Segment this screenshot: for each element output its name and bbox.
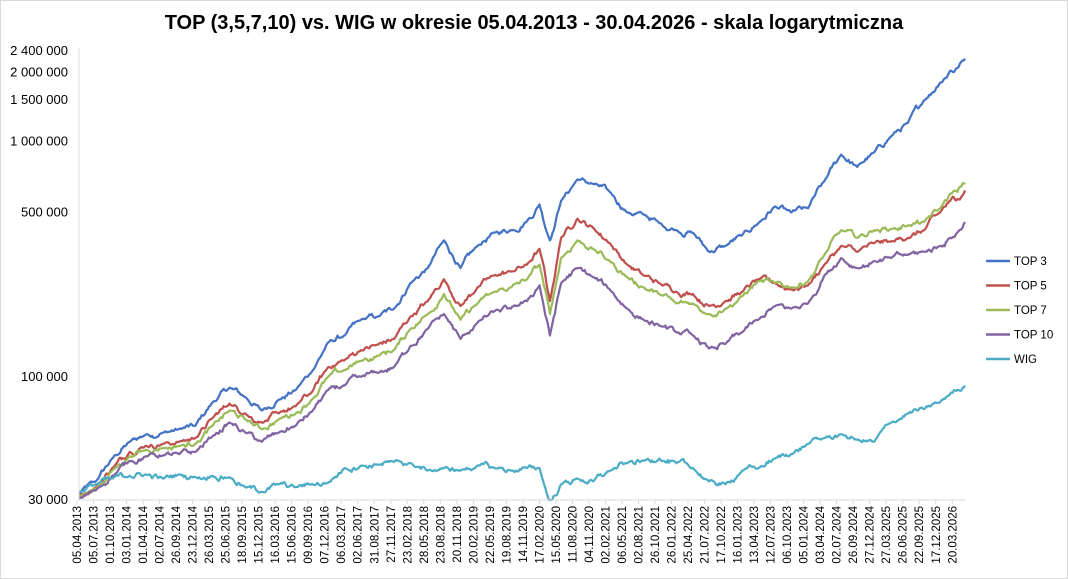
- legend-label: TOP 3: [1014, 256, 1047, 268]
- chart-title: TOP (3,5,7,10) vs. WIG w okresie 05.04.2…: [164, 12, 904, 34]
- x-tick-label: 19.08.2019: [501, 506, 513, 564]
- x-tick-label: 02.07.2024: [832, 505, 844, 563]
- x-tick-label: 05.04.2013: [72, 506, 84, 564]
- y-tick-label: 2 000 000: [10, 65, 68, 80]
- x-tick-label: 18.09.2015: [237, 506, 249, 564]
- x-tick-label: 26.03.2015: [204, 506, 216, 564]
- x-axis-tick-labels: 05.04.2013 05.07.2013 01.10.2013 03.01.2014…: [72, 505, 959, 563]
- x-tick-label: 15.12.2015: [254, 506, 266, 564]
- y-tick-label: 500 000: [21, 204, 68, 219]
- x-tick-label: 04.11.2020: [584, 506, 596, 563]
- x-tick-label: 17.12.2025: [931, 506, 943, 564]
- series-line-top-10: [78, 221, 966, 500]
- x-tick-label: 25.04.2022: [683, 506, 695, 564]
- x-tick-label: 22.09.2025: [914, 506, 926, 564]
- y-tick-label: 30 000: [28, 492, 68, 507]
- x-tick-label: 23.12.2014: [188, 505, 200, 563]
- x-tick-label: 02.06.2017: [353, 506, 365, 564]
- x-tick-label: 02.07.2014: [155, 505, 167, 563]
- x-tick-label: 27.11.2017: [386, 506, 398, 563]
- x-tick-label: 16.03.2016: [270, 506, 282, 564]
- x-tick-label: 15.05.2020: [551, 506, 563, 564]
- x-tick-label: 09.09.2016: [303, 506, 315, 564]
- x-tick-label: 22.05.2019: [485, 506, 497, 564]
- x-tick-label: 14.11.2019: [518, 506, 530, 563]
- y-tick-label: 1 500 000: [10, 92, 68, 107]
- series-line-top-5: [78, 189, 967, 497]
- series-line-wig: [78, 384, 966, 502]
- x-tick-label: 06.10.2023: [782, 506, 794, 564]
- x-tick-label: 01.10.2013: [105, 506, 117, 564]
- x-tick-label: 05.01.2024: [799, 505, 811, 563]
- x-tick-label: 20.03.2026: [947, 506, 959, 564]
- series-line-top-3: [78, 57, 966, 495]
- x-tick-label: 03.04.2024: [815, 505, 827, 563]
- y-axis-tick-labels: 30 000 100 000 500 000 1 000 000 1 500 000 2 …: [10, 43, 68, 507]
- x-tick-label: 23.02.2018: [402, 506, 414, 564]
- axes: [76, 48, 965, 504]
- legend-label: TOP 5: [1014, 281, 1047, 293]
- x-tick-label: 17.02.2020: [534, 506, 546, 564]
- x-tick-label: 27.03.2025: [881, 506, 893, 564]
- x-tick-label: 06.05.2021: [617, 506, 629, 564]
- y-tick-label: 2 400 000: [10, 43, 68, 58]
- series-line-top-7: [78, 181, 966, 498]
- x-tick-label: 17.10.2022: [716, 506, 728, 564]
- legend-label: WIG: [1014, 354, 1037, 366]
- x-tick-label: 02.02.2021: [601, 506, 613, 564]
- x-tick-label: 16.01.2023: [733, 506, 745, 564]
- x-tick-label: 31.08.2017: [369, 506, 381, 564]
- x-tick-label: 26.09.2014: [171, 505, 183, 563]
- legend: TOP 3 TOP 5 TOP 7 TOP 10 WIG: [986, 256, 1053, 366]
- x-tick-label: 21.07.2022: [700, 506, 712, 564]
- x-tick-label: 15.06.2016: [287, 506, 299, 564]
- x-tick-label: 13.04.2023: [749, 506, 761, 564]
- x-tick-label: 01.04.2014: [138, 505, 150, 563]
- legend-label: TOP 7: [1014, 305, 1047, 317]
- x-tick-label: 23.08.2018: [435, 506, 447, 564]
- x-tick-label: 06.03.2017: [336, 506, 348, 564]
- x-tick-label: 26.01.2022: [667, 506, 679, 564]
- x-tick-label: 26.10.2021: [650, 506, 662, 564]
- y-tick-label: 100 000: [21, 369, 68, 384]
- series-lines: [78, 57, 967, 502]
- x-tick-label: 11.08.2020: [567, 506, 579, 563]
- x-tick-label: 03.01.2014: [122, 505, 134, 563]
- x-tick-label: 26.09.2024: [848, 505, 860, 563]
- x-tick-label: 07.12.2016: [320, 506, 332, 564]
- x-tick-label: 20.02.2019: [468, 506, 480, 564]
- x-tick-label: 25.06.2015: [221, 506, 233, 564]
- x-tick-label: 27.12.2024: [865, 505, 877, 563]
- x-tick-label: 02.08.2021: [634, 506, 646, 564]
- x-tick-label: 12.07.2023: [766, 506, 778, 564]
- y-tick-label: 1 000 000: [10, 134, 68, 149]
- x-tick-label: 26.06.2025: [898, 506, 910, 564]
- x-tick-label: 05.07.2013: [89, 506, 101, 564]
- x-tick-label: 28.05.2018: [419, 506, 431, 564]
- x-tick-label: 20.11.2018: [452, 506, 464, 563]
- legend-label: TOP 10: [1014, 330, 1053, 342]
